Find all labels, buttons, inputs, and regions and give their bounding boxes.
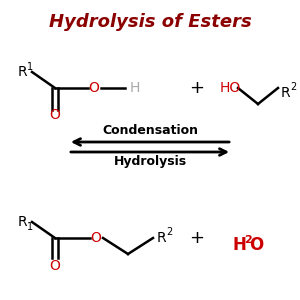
Text: Hydrolysis of Esters: Hydrolysis of Esters — [49, 13, 251, 31]
Text: +: + — [190, 229, 205, 247]
Text: Condensation: Condensation — [102, 124, 198, 137]
Text: 1: 1 — [27, 62, 33, 72]
Text: Hydrolysis: Hydrolysis — [113, 155, 187, 169]
Text: R: R — [281, 86, 291, 100]
Text: R: R — [157, 231, 166, 245]
Text: 2: 2 — [290, 82, 296, 92]
Text: +: + — [190, 79, 205, 97]
Text: HO: HO — [220, 81, 241, 95]
Text: 2: 2 — [166, 227, 172, 237]
Text: 2: 2 — [244, 235, 252, 245]
Text: 1: 1 — [27, 222, 33, 232]
Text: O: O — [249, 236, 263, 254]
Text: O: O — [91, 231, 101, 245]
Text: H: H — [130, 81, 140, 95]
Text: O: O — [50, 259, 60, 273]
Text: H: H — [232, 236, 246, 254]
Text: O: O — [50, 108, 60, 122]
Text: O: O — [88, 81, 99, 95]
Text: R: R — [18, 65, 28, 79]
Text: R: R — [18, 215, 28, 229]
